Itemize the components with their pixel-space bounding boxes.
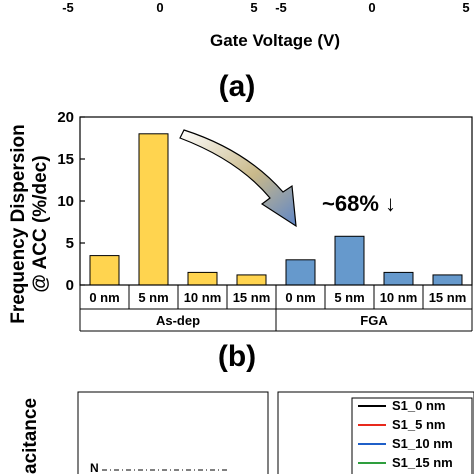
y-axis-label: Frequency Dispersion @ ACC (%/dec) bbox=[8, 124, 51, 324]
ylabel-line2: @ ACC (%/dec) bbox=[30, 155, 51, 292]
bars bbox=[89, 133, 463, 286]
bar bbox=[383, 271, 414, 286]
legend-label: S1_10 nm bbox=[392, 436, 453, 451]
x-group-labels: As-dep FGA bbox=[156, 309, 388, 331]
bar bbox=[89, 255, 120, 286]
bottom-plot-fragment: N bbox=[90, 461, 99, 474]
bottom-left-plot-frame bbox=[77, 391, 269, 474]
legend-items: S1_0 nm S1_5 nm S1_10 nm S1_15 nm bbox=[358, 398, 453, 470]
bar bbox=[334, 235, 365, 286]
y-tick-label: 5 bbox=[66, 235, 74, 252]
legend-label: S1_0 nm bbox=[392, 398, 445, 413]
bottom-ylabel-fragment: acitance bbox=[20, 398, 41, 474]
bottom-legend: S1_0 nm S1_5 nm S1_10 nm S1_15 nm bbox=[351, 397, 473, 474]
annotation-text: ~68% ↓ bbox=[322, 191, 396, 216]
top-tick-left-3: 5 bbox=[250, 0, 257, 15]
y-tick-label: 20 bbox=[57, 109, 74, 126]
y-tick-label: 15 bbox=[57, 151, 74, 168]
top-tick-right-2: 0 bbox=[368, 0, 375, 15]
legend-label: S1_15 nm bbox=[392, 455, 453, 470]
top-tick-left-1: -5 bbox=[62, 0, 74, 15]
x-category-labels: 0 nm 5 nm 10 nm 15 nm 0 nm 5 nm 10 nm 15 nm bbox=[79, 285, 473, 332]
bar bbox=[432, 274, 463, 286]
bar bbox=[187, 271, 218, 286]
bar bbox=[138, 133, 169, 286]
top-xlabel: Gate Voltage (V) bbox=[210, 31, 340, 50]
bar bbox=[236, 274, 267, 286]
y-tick-label: 10 bbox=[57, 193, 74, 210]
top-panel: -5 0 5 -5 0 5 Gate Voltage (V) (a) bbox=[62, 0, 469, 103]
top-tick-right-1: -5 bbox=[275, 0, 287, 15]
legend-box bbox=[351, 397, 473, 474]
bottom-panel: acitance N S1_0 nm S1_5 nm S1_10 nm S1_15 n… bbox=[20, 391, 474, 474]
top-tick-left-2: 0 bbox=[156, 0, 163, 15]
x-category-label: 5 nm bbox=[138, 290, 168, 305]
legend-label: S1_5 nm bbox=[392, 417, 445, 432]
y-axis-ticks: 0 5 10 15 20 bbox=[57, 109, 85, 294]
bar-chart: Frequency Dispersion @ ACC (%/dec) 0 5 10 1… bbox=[8, 109, 473, 373]
x-category-label: 0 nm bbox=[89, 290, 119, 305]
x-category-label: 5 nm bbox=[334, 290, 364, 305]
x-category-label: 15 nm bbox=[429, 290, 467, 305]
ylabel-line1: Frequency Dispersion bbox=[8, 124, 29, 324]
decrease-arrow bbox=[179, 129, 297, 228]
top-tick-right-3: 5 bbox=[462, 0, 469, 15]
bottom-right-plot-frame bbox=[277, 391, 474, 474]
x-category-label: 10 nm bbox=[380, 290, 418, 305]
x-group-label: As-dep bbox=[156, 313, 200, 328]
panel-label-b: (b) bbox=[218, 340, 256, 373]
panel-label-a: (a) bbox=[219, 70, 256, 103]
x-category-label: 15 nm bbox=[233, 290, 271, 305]
x-category-label: 10 nm bbox=[184, 290, 222, 305]
bar bbox=[285, 259, 316, 286]
x-category-label: 0 nm bbox=[285, 290, 315, 305]
x-group-label: FGA bbox=[360, 313, 388, 328]
y-tick-label: 0 bbox=[66, 277, 74, 294]
